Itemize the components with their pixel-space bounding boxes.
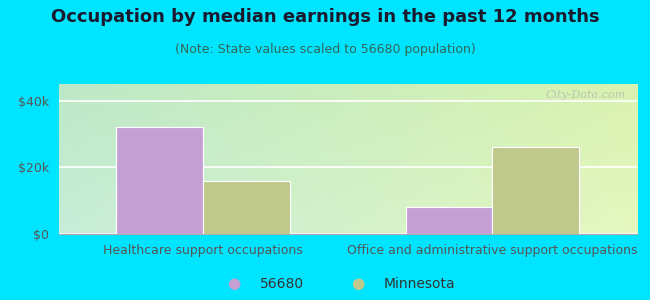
Text: ●: ● bbox=[227, 276, 240, 291]
Text: ●: ● bbox=[351, 276, 364, 291]
Text: (Note: State values scaled to 56680 population): (Note: State values scaled to 56680 popu… bbox=[175, 44, 475, 56]
Text: Minnesota: Minnesota bbox=[384, 277, 455, 290]
Bar bbox=[203, 181, 290, 234]
Text: 56680: 56680 bbox=[260, 277, 304, 290]
Bar bbox=[116, 127, 203, 234]
Text: Occupation by median earnings in the past 12 months: Occupation by median earnings in the pas… bbox=[51, 8, 599, 26]
Bar bbox=[406, 207, 493, 234]
Bar bbox=[493, 147, 579, 234]
Text: City-Data.com: City-Data.com bbox=[545, 90, 625, 100]
